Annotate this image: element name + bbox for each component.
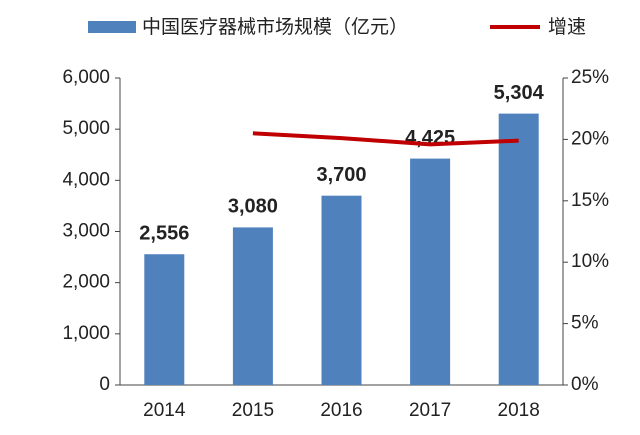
x-tick-label: 2016: [320, 400, 362, 421]
y-tick-label: 4,000: [62, 169, 110, 190]
y-tick-label: 6,000: [62, 67, 110, 88]
y2-tick-label: 25%: [571, 67, 609, 88]
data-label: 2,556: [139, 222, 189, 244]
y-tick-label: 2,000: [62, 272, 110, 293]
y2-tick-label: 0%: [571, 374, 599, 395]
bar: [498, 113, 539, 385]
bar: [232, 227, 273, 385]
y-tick-label: 1,000: [62, 323, 110, 344]
bar: [144, 254, 185, 385]
x-tick-label: 2018: [498, 400, 540, 421]
data-label: 3,700: [316, 164, 366, 186]
bar: [321, 195, 362, 385]
y2-tick-label: 15%: [571, 190, 609, 211]
y-tick-label: 5,000: [62, 118, 110, 139]
bar: [410, 158, 451, 385]
data-label: 5,304: [494, 82, 545, 104]
x-tick-label: 2015: [232, 400, 274, 421]
x-tick-label: 2014: [143, 400, 186, 421]
data-label: 3,080: [228, 196, 278, 218]
y2-tick-label: 5%: [571, 313, 599, 334]
y-tick-label: 0: [99, 374, 110, 395]
x-tick-label: 2017: [409, 400, 451, 421]
legend-label: 中国医疗器械市场规模（亿元）: [142, 16, 408, 38]
line: [252, 131, 519, 147]
y2-tick-label: 10%: [571, 251, 609, 272]
y-tick-label: 3,000: [62, 221, 110, 242]
legend-label: 增速: [548, 16, 586, 38]
legend-swatch: [88, 21, 136, 33]
y2-tick-label: 20%: [571, 128, 609, 149]
